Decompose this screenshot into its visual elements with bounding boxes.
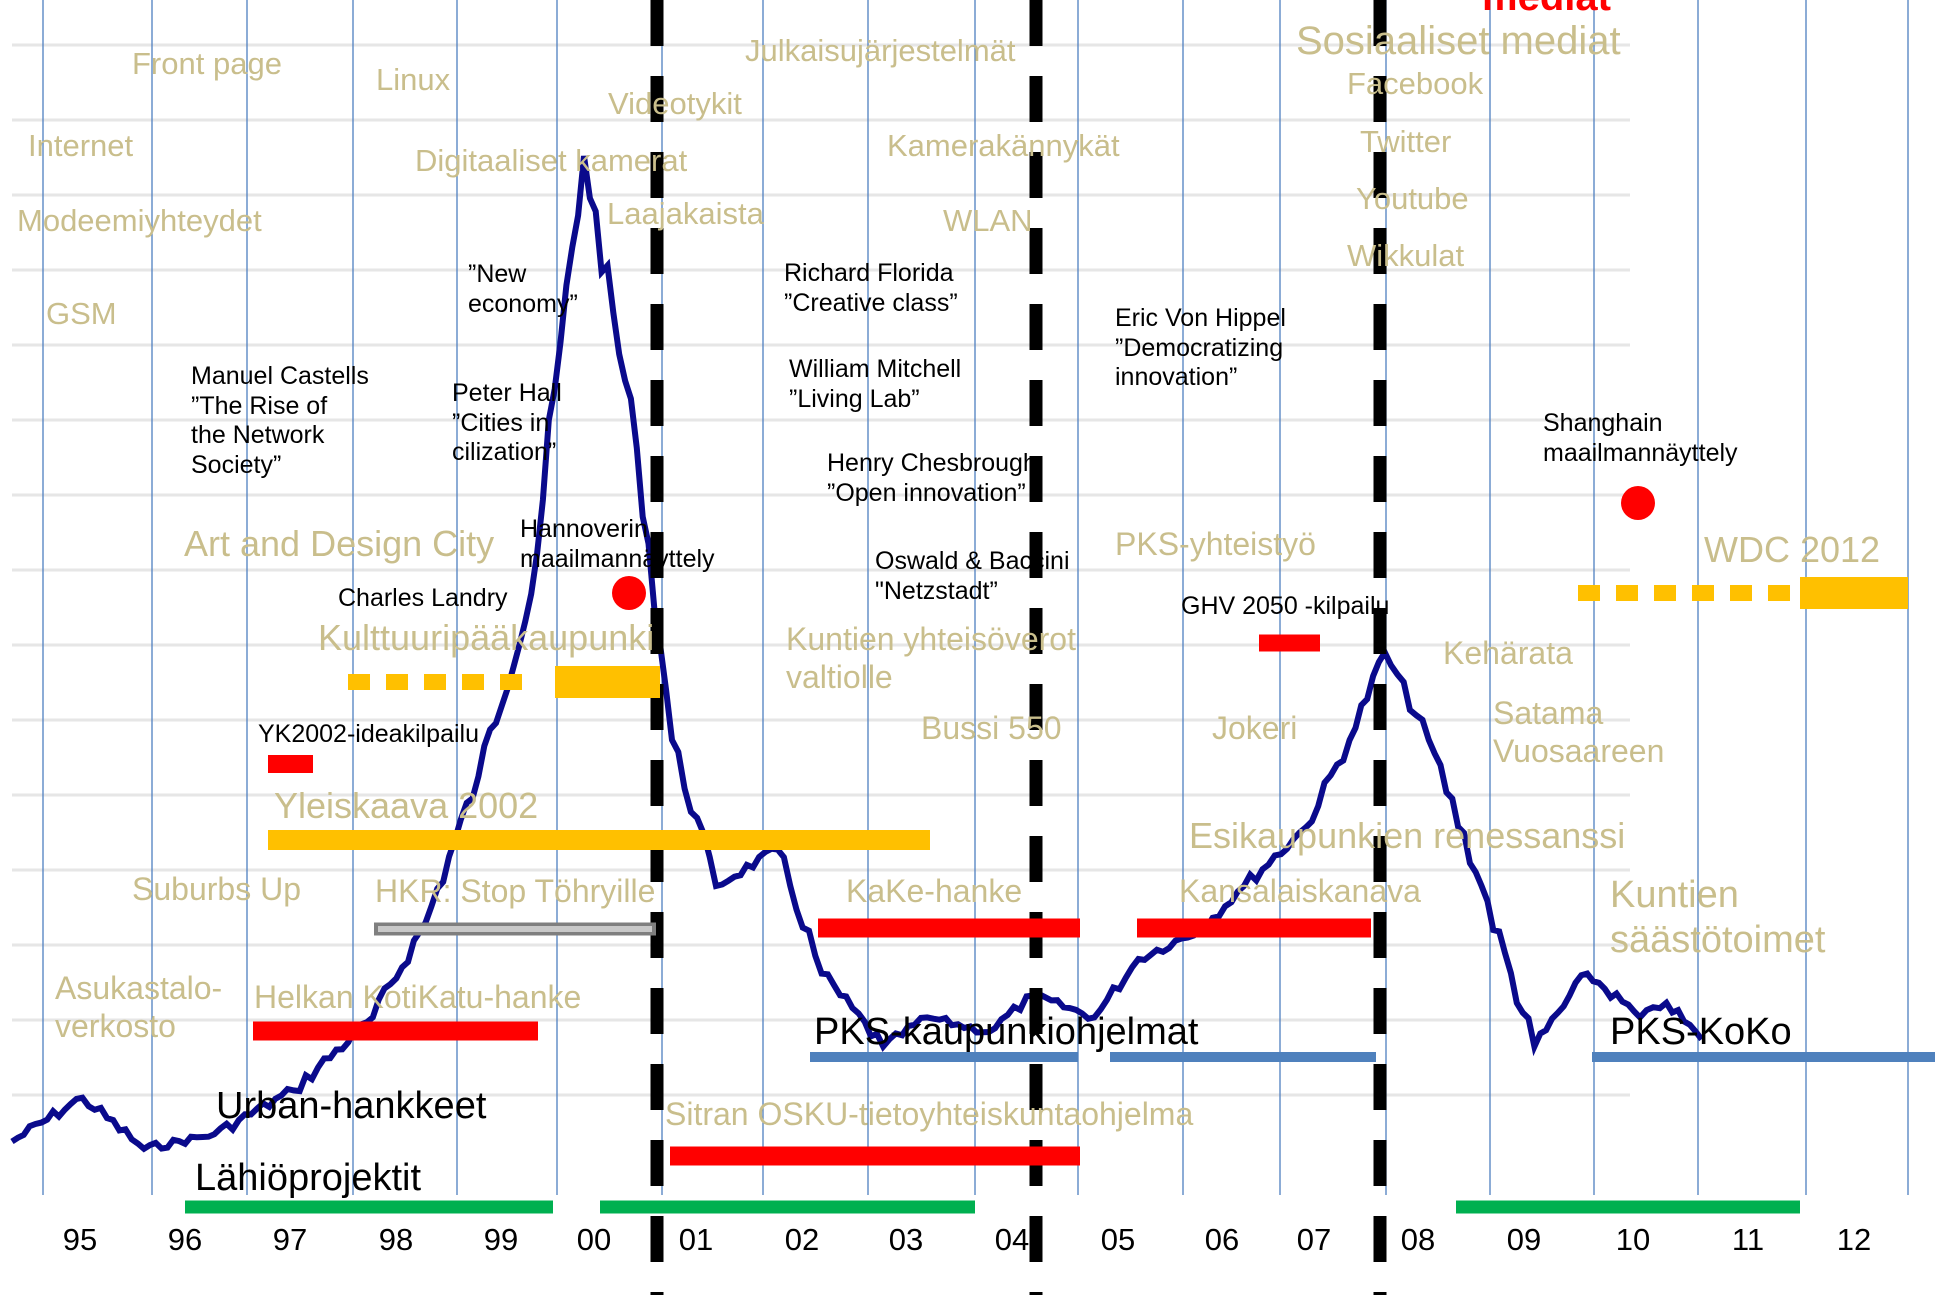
label-esikaupunkien-renessanssi: Esikaupunkien renessanssi [1189,815,1626,856]
year-label: 12 [1836,1222,1872,1257]
note-oswald-baccini: Oswald & Baccini "Netzstadt” [875,547,1070,605]
label-kamerakannykat: Kamerakännykät [887,128,1120,163]
label-youtube: Youtube [1356,181,1469,216]
label-bussi-550: Bussi 550 [921,710,1062,746]
label-pks-kaupunkiohjelmat: PKS-kaupunkiohjelmat [814,1011,1199,1053]
year-label: 02 [784,1222,820,1257]
year-label: 03 [888,1222,924,1257]
shanghai-dot [1621,486,1655,520]
stock-index-line [10,155,1704,1153]
label-pks-koko: PKS-KoKo [1610,1011,1792,1053]
year-label: 04 [994,1222,1030,1257]
label-gsm: GSM [46,296,117,331]
label-kake-hanke: KaKe-hanke [846,873,1023,909]
note-yk2002: YK2002-ideakilpailu [258,720,479,748]
label-wlan: WLAN [943,203,1033,238]
label-laajakaista: Laajakaista [607,196,764,231]
year-label: 00 [576,1222,612,1257]
year-label: 11 [1731,1222,1765,1257]
note-ghv2050: GHV 2050 -kilpailu [1181,592,1390,620]
label-urban-hankkeet: Urban-hankkeet [216,1085,487,1127]
label-satama: Satama Vuosaareen [1493,695,1665,769]
label-front-page: Front page [132,46,282,81]
year-label: 99 [483,1222,519,1257]
note-florida: Richard Florida ”Creative class” [784,259,958,317]
label-sitran-osku: Sitran OSKU-tietoyhteiskuntaohjelma [665,1096,1194,1132]
year-label: 07 [1296,1222,1332,1257]
label-facebook: Facebook [1347,66,1484,101]
label-helkan-kotikatu: Helkan KotiKatu-hanke [254,979,582,1015]
label-lahioprojektit: Lähiöprojektit [195,1157,422,1199]
year-label: 96 [167,1222,203,1257]
label-yleiskaava-2002: Yleiskaava 2002 [274,785,539,826]
year-label: 98 [378,1222,414,1257]
year-label: 97 [272,1222,308,1257]
label-kansalaiskanava: Kansalaiskanava [1179,873,1421,909]
hannover-dot [612,576,646,610]
label-digitaaliset-kamerat: Digitaaliset kamerat [415,143,688,178]
note-chesbrough: Henry Chesbrough ”Open innovation” [827,449,1037,507]
year-label: 08 [1400,1222,1436,1257]
note-castells: Manuel Castells ”The Rise of the Network… [191,362,369,479]
label-suburbs-up: Suburbs Up [132,871,301,907]
label-julkaisujarjestelmat: Julkaisujärjestelmät [745,33,1016,68]
label-keharata: Kehärata [1443,635,1573,671]
label-asukastalo-verkosto: Asukastalo- verkosto [55,970,223,1044]
label-jokeri: Jokeri [1212,710,1298,746]
label-linux: Linux [376,62,451,97]
label-sosiaaliset-mediat: Sosiaaliset mediat [1296,19,1621,63]
label-modeemiyhteydet: Modeemiyhteydet [17,203,262,238]
label-kulttuuripaakaupunki: Kulttuuripääkaupunki [318,617,655,658]
label-pks-yhteistyo: PKS-yhteistyö [1115,526,1316,562]
year-label: 01 [678,1222,714,1257]
mediat-heading: mediat [1482,0,1611,21]
label-twitter: Twitter [1360,124,1452,159]
year-label: 95 [62,1222,98,1257]
note-mitchell: William Mitchell ”Living Lab” [789,355,962,413]
label-art-design-city: Art and Design City [184,523,495,564]
label-wikkulat: Wikkulat [1347,238,1465,273]
year-label: 09 [1506,1222,1542,1257]
note-hannover: Hannoverin maailmannäyttely [520,515,715,573]
note-landry: Charles Landry [338,584,508,612]
label-hkr-stop-tohryille: HKR: Stop Töhryille [375,873,656,909]
label-internet: Internet [28,128,134,163]
note-peter-hall: Peter Hall ”Cities in cilization” [452,379,562,466]
year-label: 05 [1100,1222,1136,1257]
note-von-hippel: Eric Von Hippel ”Democratizing innovatio… [1115,304,1286,391]
note-new-economy: ”New economy” [468,260,578,318]
label-kuntien-yhteisoverot: Kuntien yhteisöverot valtiolle [786,621,1076,695]
label-kuntien-saastotoimet: Kuntien säästötoimet [1610,874,1826,961]
year-label: 06 [1204,1222,1240,1257]
year-label: 10 [1615,1222,1651,1257]
label-wdc-2012: WDC 2012 [1704,529,1881,570]
note-shanghai: Shanghain maailmannäyttely [1543,409,1738,467]
label-videotykit: Videotykit [608,86,742,121]
